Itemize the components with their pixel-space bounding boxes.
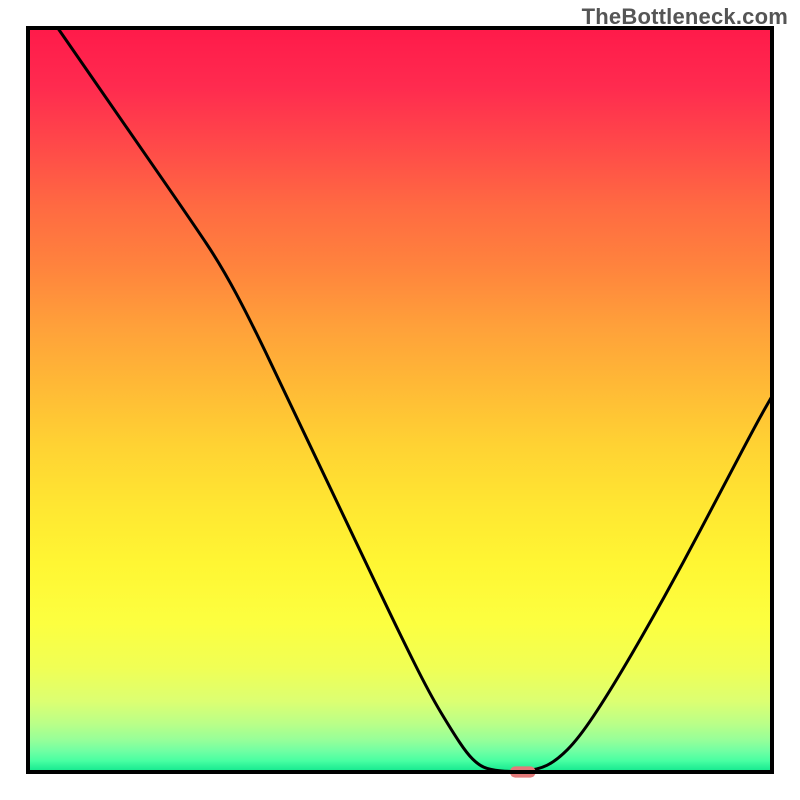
gradient-background [28,28,772,772]
chart-container: { "watermark": { "text": "TheBottleneck.… [0,0,800,800]
watermark-text: TheBottleneck.com [582,4,788,30]
bottleneck-chart [0,0,800,800]
